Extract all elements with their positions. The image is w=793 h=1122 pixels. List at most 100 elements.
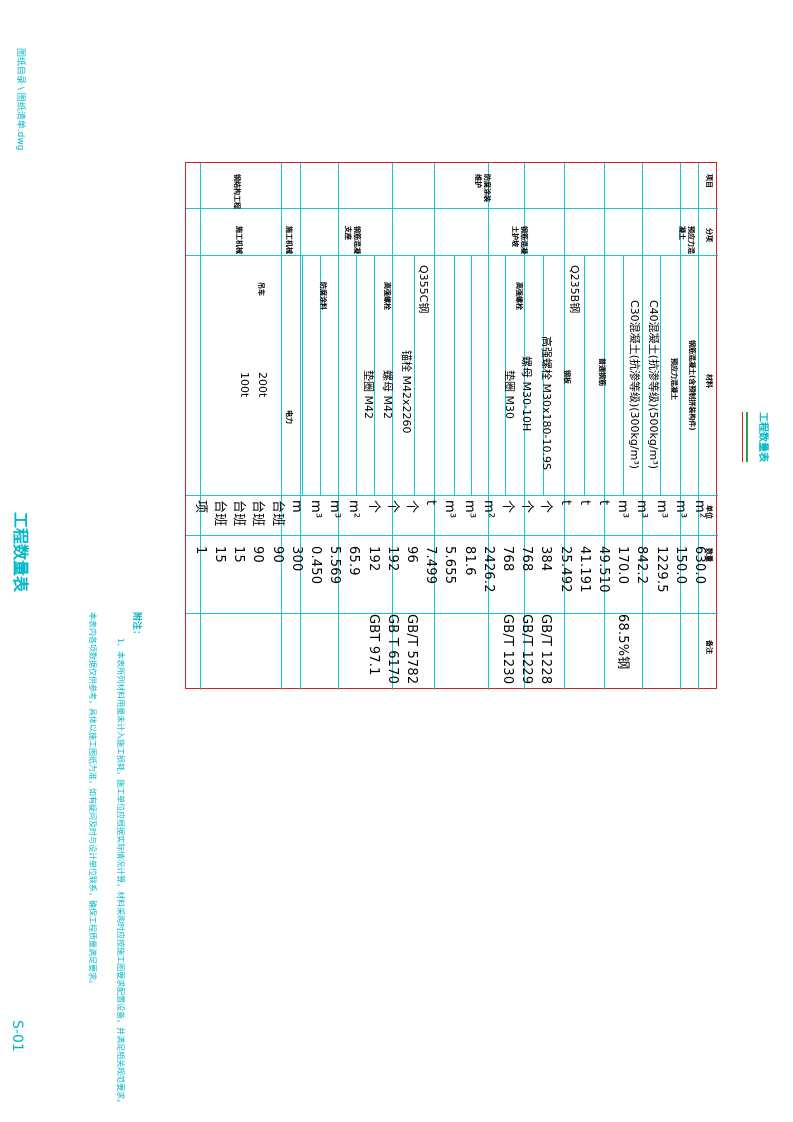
- unit-cell: 项: [192, 500, 208, 514]
- unit-cell: 个: [500, 500, 515, 514]
- mat-row-17: 垫圈 M42: [362, 370, 375, 419]
- unit-cell: m²: [692, 500, 707, 519]
- header-remark: 备注: [705, 640, 713, 654]
- cat-crane-100: 100t: [238, 372, 251, 398]
- qty-cell: 7.499: [423, 546, 439, 585]
- remark-cell: GB/T 1228: [538, 614, 554, 685]
- unit-cell: m: [288, 500, 304, 513]
- file-path-label: 图纸目录 \ 图纸清单.dwg: [15, 48, 25, 151]
- qty-cell: 65.9: [346, 546, 362, 576]
- cat-anchor: 高强螺栓: [383, 282, 391, 310]
- qty-cell: 49.510: [596, 546, 611, 593]
- title-underline-green: [746, 412, 748, 462]
- qty-cell: 5.655: [442, 546, 458, 585]
- table-title: 工程数量表: [757, 412, 768, 462]
- unit-cell: 个: [384, 500, 400, 514]
- unit-cell: m³: [615, 500, 631, 519]
- unit-cell: t: [576, 500, 592, 506]
- mat-row-10: 垫圈 M30: [503, 370, 516, 419]
- unit-cell: m³: [308, 500, 323, 519]
- notes-title: 附注：: [131, 612, 141, 640]
- group2-a: 防腐涂装: [483, 174, 491, 202]
- unit-cell: m³: [653, 500, 669, 519]
- mat-row-8: 高强螺栓 M30x180-10.9S: [540, 336, 553, 470]
- qty-cell: 630.0: [692, 546, 707, 585]
- sheet-number: S-01: [9, 1020, 25, 1052]
- unit-cell: 个: [538, 500, 554, 514]
- header-material: 材料: [705, 374, 713, 388]
- qty-cell: 0.450: [308, 546, 323, 585]
- group1-a: 预应力混: [687, 226, 695, 254]
- qty-cell: 15: [212, 546, 227, 563]
- mat-row-15: 锚栓 M42x2260: [400, 350, 413, 434]
- unit-cell: m³: [461, 500, 477, 519]
- qty-cell: 90: [269, 546, 285, 563]
- qty-cell: 768: [500, 546, 515, 572]
- qty-cell: 192: [365, 546, 381, 572]
- qty-cell: 2426.2: [480, 546, 496, 593]
- remark-cell: GBT 97.1: [365, 614, 381, 676]
- unit-cell: 台班: [250, 500, 266, 527]
- mat-row-2: 预应力混凝土: [670, 358, 678, 400]
- remark-cell: GB/T 5782: [404, 614, 419, 685]
- qty-cell: 842.2: [634, 546, 650, 585]
- unit-cell: 个: [404, 500, 419, 514]
- sub-pier-a: 钢筋混凝: [520, 226, 528, 254]
- remark-cell: GB T 6170: [384, 614, 400, 685]
- unit-cell: 台班: [269, 500, 285, 527]
- group3: 钢结构工程: [233, 174, 241, 209]
- unit-cell: m³: [327, 500, 343, 519]
- cat-q355: Q355C钢: [417, 265, 430, 314]
- unit-cell: 个: [365, 500, 381, 514]
- unit-cell: m³: [442, 500, 458, 519]
- mat-row-3: C40混凝土(抗渗等级)(500kg/m³): [647, 300, 660, 470]
- qty-cell: 15: [231, 546, 247, 563]
- sub-crane: 施工机械: [235, 226, 243, 254]
- qty-cell: 150.0: [672, 546, 688, 585]
- qty-cell: 90: [250, 546, 266, 563]
- mat-row-4: C30混凝土(抗渗等级)(300kg/m³): [628, 300, 641, 470]
- qty-cell: 96: [404, 546, 419, 563]
- mat-row-5: 普通钢筋: [598, 358, 606, 386]
- mat-row-9: 螺母 M30-10H: [520, 356, 533, 432]
- header-item: 项目: [705, 174, 713, 188]
- mat-row-1: 钢筋混凝土(含预制拼装构件): [688, 340, 696, 431]
- mat-row-16: 螺母 M42: [381, 370, 394, 419]
- group2-b: 维护: [474, 174, 482, 188]
- qty-cell: 25.492: [557, 546, 573, 593]
- cat-crane: 吊车: [257, 282, 265, 296]
- sub-tower: 施工机械: [285, 226, 293, 254]
- unit-cell: 个: [519, 500, 535, 514]
- cat-bolt: 高强螺栓: [515, 282, 523, 310]
- notes-line-1: 1、本表所列材料用量未计入施工损耗，施工单位应根据实际情况计算，材料采购时应按施…: [116, 638, 125, 1108]
- remark-cell: 68.5%钢: [615, 614, 631, 670]
- mat-row-7: 钢板: [563, 370, 571, 384]
- unit-cell: m³: [672, 500, 688, 519]
- remark-cell: GB/T 1229: [519, 614, 535, 685]
- qty-cell: 192: [384, 546, 400, 572]
- qty-cell: 768: [519, 546, 535, 572]
- unit-cell: 台班: [212, 500, 227, 527]
- sub-support-b: 支座: [344, 226, 352, 240]
- remark-cell: GB/T 1230: [500, 614, 515, 685]
- qty-cell: 384: [538, 546, 554, 572]
- unit-cell: m²: [346, 500, 362, 519]
- group1-b: 凝土: [678, 226, 686, 240]
- unit-cell: t: [596, 500, 611, 506]
- unit-cell: 台班: [231, 500, 247, 527]
- qty-cell: 81.6: [461, 546, 477, 576]
- qty-cell: 1229.5: [653, 546, 669, 593]
- notes-line-2: 本表内各项数据仅供参考，具体以施工图纸为准，如有疑问及时与设计单位联系，确保工程…: [88, 612, 97, 988]
- quantity-table: [185, 162, 718, 690]
- title-underline-red: [742, 412, 743, 462]
- qty-cell: 300: [288, 546, 304, 572]
- unit-cell: t: [557, 500, 573, 506]
- qty-cell: 41.191: [576, 546, 592, 593]
- unit-cell: m³: [634, 500, 650, 519]
- sub-support-a: 钢筋混凝: [353, 226, 361, 254]
- unit-cell: m²: [480, 500, 496, 519]
- qty-cell: 5.569: [327, 546, 343, 585]
- page-title: 工程数量表: [11, 512, 30, 593]
- unit-cell: t: [423, 500, 439, 506]
- qty-cell: 1: [192, 546, 208, 555]
